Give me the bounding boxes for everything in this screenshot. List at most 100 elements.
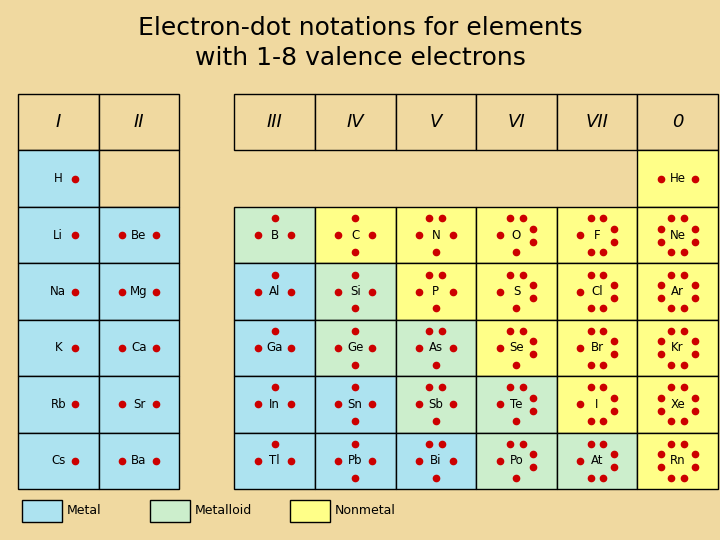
Text: Mg: Mg — [130, 285, 148, 298]
Bar — [18, 376, 99, 433]
Bar — [150, 500, 190, 522]
Text: Sn: Sn — [348, 398, 363, 411]
Bar — [637, 264, 718, 320]
Bar — [476, 320, 557, 376]
Bar — [315, 94, 395, 151]
Text: Rb: Rb — [50, 398, 66, 411]
Text: VI: VI — [508, 113, 526, 131]
Text: Bi: Bi — [430, 454, 441, 467]
Bar — [99, 320, 179, 376]
Bar — [476, 376, 557, 433]
Text: In: In — [269, 398, 280, 411]
Text: Metal: Metal — [67, 504, 102, 517]
Bar — [234, 433, 315, 489]
Text: Be: Be — [131, 228, 147, 241]
Bar — [557, 376, 637, 433]
Text: Se: Se — [509, 341, 523, 354]
Text: V: V — [430, 113, 442, 131]
Bar — [18, 94, 99, 151]
Text: Po: Po — [510, 454, 523, 467]
Bar — [395, 433, 476, 489]
Text: Ba: Ba — [131, 454, 147, 467]
Text: N: N — [431, 228, 440, 241]
Text: Ga: Ga — [266, 341, 283, 354]
Bar — [99, 207, 179, 264]
Bar — [18, 433, 99, 489]
Text: Br: Br — [590, 341, 603, 354]
Bar — [234, 264, 315, 320]
Bar — [234, 94, 315, 151]
Bar — [234, 376, 315, 433]
Bar — [637, 433, 718, 489]
Text: He: He — [670, 172, 685, 185]
Text: II: II — [134, 113, 144, 131]
Bar — [557, 94, 637, 151]
Text: O: O — [512, 228, 521, 241]
Bar — [99, 151, 179, 207]
Bar — [99, 94, 179, 151]
Text: Te: Te — [510, 398, 523, 411]
Text: Al: Al — [269, 285, 280, 298]
Bar — [476, 433, 557, 489]
Text: Na: Na — [50, 285, 66, 298]
Text: K: K — [55, 341, 62, 354]
Bar — [637, 376, 718, 433]
Text: At: At — [591, 454, 603, 467]
Bar — [395, 264, 476, 320]
Bar — [395, 94, 476, 151]
Text: Sr: Sr — [132, 398, 145, 411]
Text: Cs: Cs — [51, 454, 66, 467]
Text: Metalloid: Metalloid — [195, 504, 252, 517]
Bar — [18, 320, 99, 376]
Bar — [234, 207, 315, 264]
Text: Tl: Tl — [269, 454, 280, 467]
Bar — [395, 320, 476, 376]
Text: Xe: Xe — [670, 398, 685, 411]
Bar — [395, 207, 476, 264]
Text: III: III — [266, 113, 282, 131]
Text: As: As — [428, 341, 443, 354]
Bar — [395, 376, 476, 433]
Text: Electron-dot notations for elements: Electron-dot notations for elements — [138, 16, 582, 40]
Bar — [315, 264, 395, 320]
Bar — [315, 320, 395, 376]
Text: Ne: Ne — [670, 228, 685, 241]
Text: Pb: Pb — [348, 454, 362, 467]
Text: 0: 0 — [672, 113, 683, 131]
Bar — [476, 264, 557, 320]
Text: F: F — [594, 228, 600, 241]
Text: Ar: Ar — [671, 285, 684, 298]
Bar — [637, 151, 718, 207]
Bar — [22, 500, 62, 522]
Bar — [99, 376, 179, 433]
Bar — [315, 376, 395, 433]
Bar — [18, 151, 99, 207]
Bar — [637, 207, 718, 264]
Text: Rn: Rn — [670, 454, 685, 467]
Text: Nonmetal: Nonmetal — [335, 504, 396, 517]
Text: Sb: Sb — [428, 398, 444, 411]
Text: B: B — [271, 228, 279, 241]
Bar — [18, 207, 99, 264]
Bar — [18, 264, 99, 320]
Bar — [637, 320, 718, 376]
Bar — [557, 207, 637, 264]
Bar — [290, 500, 330, 522]
Bar — [99, 264, 179, 320]
Text: with 1-8 valence electrons: with 1-8 valence electrons — [194, 46, 526, 70]
Text: Li: Li — [53, 228, 63, 241]
Text: Ca: Ca — [131, 341, 147, 354]
Bar — [637, 94, 718, 151]
Bar — [315, 433, 395, 489]
Bar — [99, 433, 179, 489]
Text: P: P — [432, 285, 439, 298]
Text: I: I — [55, 113, 61, 131]
Bar — [476, 207, 557, 264]
Text: I: I — [595, 398, 599, 411]
Text: Ge: Ge — [347, 341, 364, 354]
Text: Cl: Cl — [591, 285, 603, 298]
Text: C: C — [351, 228, 359, 241]
Text: Kr: Kr — [671, 341, 684, 354]
Bar — [476, 94, 557, 151]
Text: Si: Si — [350, 285, 361, 298]
